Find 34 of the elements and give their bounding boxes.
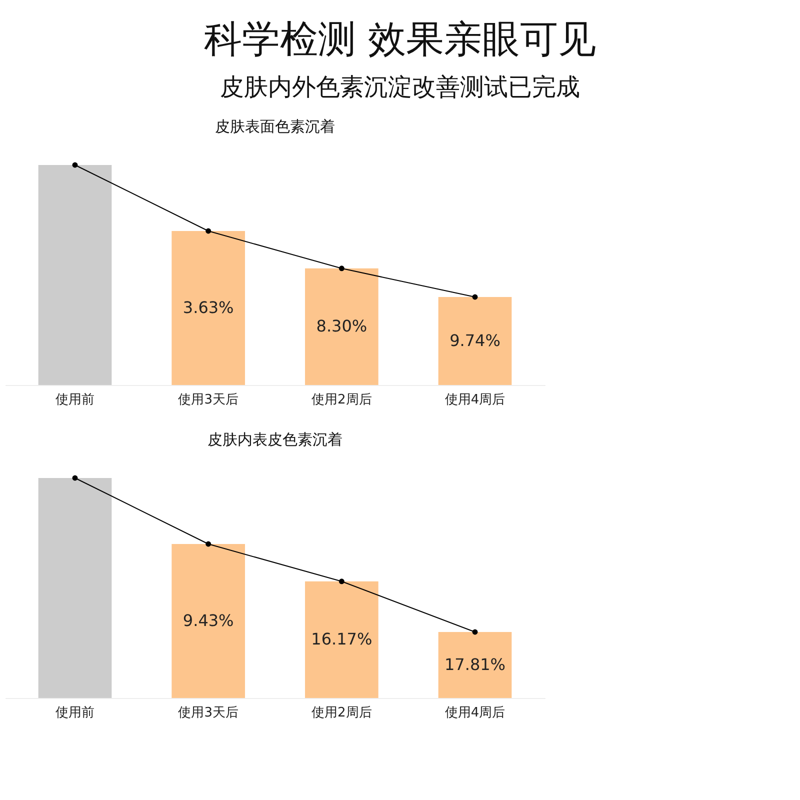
x-tick-label: 使用3天后 <box>178 392 238 408</box>
bar <box>172 231 245 385</box>
annotation: 17.81% <box>444 655 506 674</box>
point <box>206 228 212 234</box>
point <box>472 294 478 300</box>
bar <box>305 581 378 698</box>
bar <box>38 165 112 385</box>
point <box>206 541 212 547</box>
x-tick-label: 使用前 <box>56 706 94 720</box>
chart-title: 皮肤表面色素沉着 <box>215 117 335 136</box>
bar <box>38 478 112 698</box>
text: 科学检测 效果亲眼可见 <box>202 16 598 63</box>
x-tick-label: 使用2周后 <box>312 392 372 408</box>
point <box>472 629 478 635</box>
annotation: 16.17% <box>311 630 372 649</box>
point <box>338 578 344 584</box>
point <box>72 475 78 481</box>
annotation: 8.30% <box>316 316 368 336</box>
x-tick-label: 使用前 <box>56 392 94 408</box>
bar <box>172 544 245 698</box>
point <box>72 162 78 168</box>
annotation: 9.74% <box>450 331 500 350</box>
point <box>338 266 344 272</box>
text: 皮肤内外色素沉淀改善测试已完成 <box>219 72 581 103</box>
x-tick-label: 使用4周后 <box>444 392 506 408</box>
x-tick-label: 使用3天后 <box>178 706 238 720</box>
x-tick-label: 使用2周后 <box>312 706 372 720</box>
x-tick-label: 使用4周后 <box>444 706 506 720</box>
bar <box>438 297 512 385</box>
annotation: 9.43% <box>182 611 234 630</box>
annotation: 3.63% <box>182 298 234 317</box>
chart-title: 皮肤内表皮色素沉着 <box>208 430 342 448</box>
bar <box>305 268 378 385</box>
bar <box>438 632 512 698</box>
